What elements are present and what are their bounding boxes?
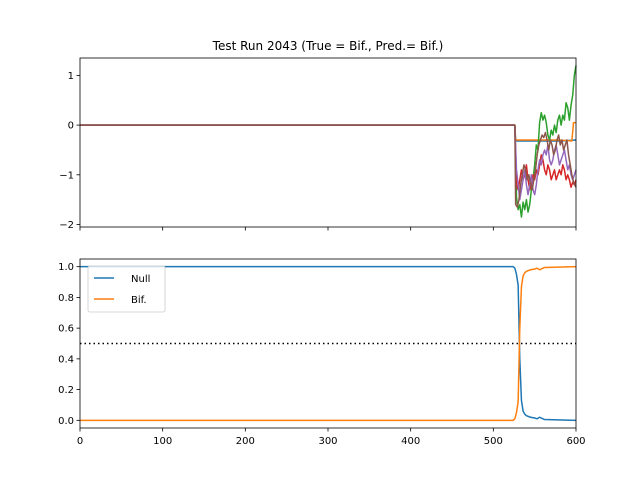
- bottom-ytick-label: 1.0: [58, 262, 74, 273]
- bottom-x-ticks: 0 100 200 300 400 500 600: [77, 428, 586, 447]
- bottom-ytick-label: 0.0: [58, 416, 74, 427]
- top-y-ticks: −2 −1 0 1: [59, 71, 80, 231]
- bottom-ytick-label: 0.8: [58, 293, 74, 304]
- bottom-ytick-label: 0.6: [58, 324, 74, 335]
- bottom-axes: 0.0 0.2 0.4 0.6 0.8 1.0 0 100 200 300 400 500 600 N…: [58, 258, 586, 447]
- chart-title: Test Run 2043 (True = Bif., Pred.= Bif.): [212, 39, 444, 53]
- legend-label-bif: Bif.: [131, 295, 147, 306]
- top-axes: −2 −1 0 1: [59, 57, 577, 231]
- bottom-ytick-label: 0.4: [58, 354, 74, 365]
- top-series-line-4: [80, 124, 577, 201]
- top-ytick-label: 0: [68, 121, 74, 132]
- bottom-xtick-label: 600: [566, 436, 585, 447]
- top-x-ticks: [79, 227, 577, 231]
- top-series-line-5: [80, 124, 577, 208]
- legend-label-null: Null: [131, 274, 150, 285]
- bottom-xtick-label: 0: [77, 436, 83, 447]
- legend: Null Bif.: [87, 265, 166, 313]
- top-ytick-label: −2: [59, 220, 74, 231]
- bottom-series-line-0: [80, 265, 577, 422]
- bottom-axes-frame: [79, 258, 577, 429]
- legend-box: [87, 265, 166, 313]
- bottom-ytick-label: 0.2: [58, 385, 74, 396]
- top-ytick-label: 1: [68, 71, 74, 82]
- bottom-series-line-1: [80, 265, 577, 422]
- top-series-group: [80, 65, 577, 218]
- top-series-line-2: [80, 65, 577, 218]
- bottom-series-group: [80, 265, 577, 422]
- top-axes-frame: [79, 57, 577, 228]
- bottom-xtick-label: 300: [318, 436, 337, 447]
- top-ytick-label: −1: [59, 170, 74, 181]
- bottom-xtick-label: 500: [484, 436, 503, 447]
- bottom-xtick-label: 100: [153, 436, 172, 447]
- bottom-y-ticks: 0.0 0.2 0.4 0.6 0.8 1.0: [58, 262, 80, 427]
- bottom-xtick-label: 400: [401, 436, 420, 447]
- bottom-xtick-label: 200: [236, 436, 255, 447]
